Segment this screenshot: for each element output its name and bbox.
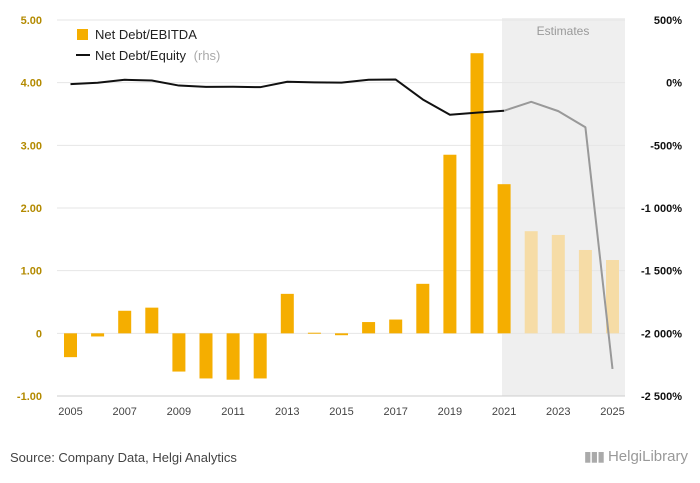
x-tick-label: 2011 [221,406,245,418]
bar [578,249,592,334]
left-tick-label: -1.00 [17,391,42,403]
bar [606,260,619,334]
books-icon: ▮▮▮ [583,448,605,464]
legend-rhs-suffix: (rhs) [194,48,221,63]
legend-series-name: Net Debt/Equity [95,48,187,63]
bar [470,53,484,334]
bar [389,319,403,334]
legend: Net Debt/EBITDA Net Debt/Equity (rhs) [76,27,220,63]
bar [307,332,321,334]
x-tick-label: 2021 [492,406,516,418]
bar [416,283,430,334]
left-tick-label: 1.00 [21,266,42,278]
left-tick-label: 5.00 [21,15,42,27]
legend-swatch-net-debt-ebitda [77,29,88,40]
bar [226,333,240,380]
right-axis-ticks: -2 500% -2 000% -1 500% -1 000% -500% 0% 500% [641,15,682,403]
line-actual [70,78,505,116]
bar [362,322,376,334]
x-tick-label: 2007 [112,406,136,418]
bar [551,234,565,334]
helgi-library-logo: ▮▮▮ HelgiLibrary [584,448,688,465]
right-tick-label: -1 000% [641,203,682,215]
x-tick-label: 2019 [438,406,462,418]
left-tick-label: 3.00 [21,140,42,152]
right-tick-label: -2 000% [641,328,682,340]
right-tick-label: -2 500% [641,391,682,403]
estimates-label: Estimates [537,24,590,38]
bar [497,184,511,334]
left-tick-label: 0 [36,328,42,340]
estimates-band [502,18,625,396]
bar-series [64,53,619,380]
x-tick-label: 2005 [58,406,82,418]
x-tick-label: 2025 [600,406,624,418]
bar [335,333,348,336]
right-tick-label: 500% [654,15,682,27]
logo-text: HelgiLibrary [607,448,688,465]
bar [118,310,132,334]
right-tick-label: 0% [666,78,682,90]
x-tick-label: 2023 [546,406,570,418]
legend-label-net-debt-ebitda: Net Debt/EBITDA [95,27,197,42]
legend-label-net-debt-equity: Net Debt/Equity (rhs) [95,48,220,63]
bar [443,154,457,334]
chart: Estimates -1.00 0 1.00 2.00 3.00 4.00 5.00 -2 … [17,15,682,418]
x-tick-label: 2017 [383,406,407,418]
bar [280,293,294,334]
bar [145,307,159,334]
left-tick-label: 2.00 [21,203,42,215]
bar [172,333,186,372]
right-tick-label: -1 500% [641,266,682,278]
bar [524,231,538,334]
x-tick-label: 2013 [275,406,299,418]
bar [64,333,77,358]
left-tick-label: 4.00 [21,78,42,90]
bar [253,333,267,379]
right-tick-label: -500% [650,140,682,152]
left-axis-ticks: -1.00 0 1.00 2.00 3.00 4.00 5.00 [17,15,42,403]
source-note: Source: Company Data, Helgi Analytics [10,450,237,465]
x-axis-ticks: 2005 2007 2009 2011 2013 2015 2017 2019 2021 2023… [58,406,624,418]
x-tick-label: 2009 [167,406,191,418]
line-estimate [503,100,614,370]
bar [91,333,105,337]
bar [199,333,213,379]
line-series [70,78,614,370]
x-tick-label: 2015 [329,406,353,418]
